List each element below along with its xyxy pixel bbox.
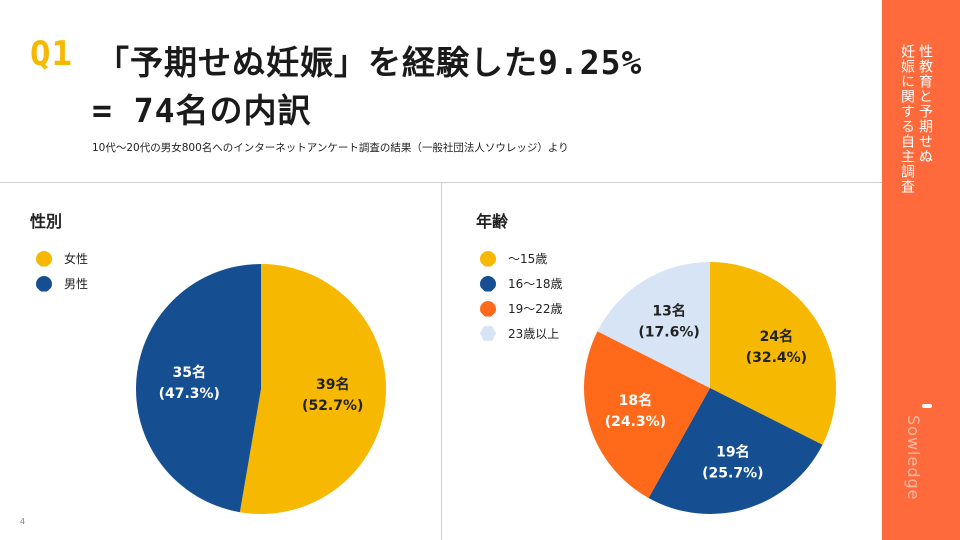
legend-swatch-age-16-18 bbox=[480, 275, 496, 292]
legend-item-male: 男性 bbox=[36, 275, 88, 292]
question-number: Q1 bbox=[30, 34, 73, 74]
age-pie-slice-1 bbox=[648, 388, 823, 514]
vertical-divider bbox=[441, 183, 442, 540]
age-pie-data-label-3-0: 13名 bbox=[652, 303, 685, 320]
page-title-line2: = 74名の内訳 bbox=[92, 91, 312, 130]
brand-logo: Sowledge bbox=[904, 415, 923, 501]
legend-item-age-23-plus: 23歳以上 bbox=[480, 325, 559, 342]
age-pie-slice-3 bbox=[597, 262, 710, 388]
side-band bbox=[882, 0, 960, 540]
legend-swatch-male bbox=[36, 275, 52, 292]
age-pie-data-label-1-1: (25.7%) bbox=[702, 466, 763, 482]
legend-swatch-age-15 bbox=[480, 250, 496, 267]
legend-label-age-15: ～15歳 bbox=[508, 252, 548, 266]
age-pie-data-label-2-1: (24.3%) bbox=[605, 414, 666, 430]
gender-pie-slice-0 bbox=[239, 264, 386, 514]
legend-label-age-19-22: 19～22歳 bbox=[508, 302, 563, 316]
legend-label-male: 男性 bbox=[64, 277, 89, 291]
legend-swatch-age-23-plus bbox=[480, 326, 496, 341]
age-pie-slice-2 bbox=[584, 331, 710, 498]
gender-pie-data-label-0-1: (52.7%) bbox=[302, 398, 363, 414]
age-pie-data-label-1-0: 19名 bbox=[716, 444, 749, 461]
side-text-line1: 性教育と予期せぬ bbox=[917, 44, 933, 164]
age-pie-data-label-0-1: (32.4%) bbox=[746, 350, 807, 366]
age-pie-data-label-3-1: (17.6%) bbox=[638, 325, 699, 341]
gender-pie-data-label-0-0: 39名 bbox=[316, 376, 349, 393]
legend-label-age-23-plus: 23歳以上 bbox=[508, 327, 560, 341]
legend-item-female: 女性 bbox=[36, 250, 88, 267]
legend-item-age-16-18: 16～18歳 bbox=[480, 275, 563, 292]
legend-item-age-19-22: 19～22歳 bbox=[480, 300, 563, 317]
gender-pie-chart: 39名 (52.7%) 35名 (47.3%) bbox=[135, 264, 386, 514]
legend-label-age-16-18: 16～18歳 bbox=[508, 277, 563, 291]
age-pie-chart: 24名 (32.4%) 19名 (25.7%) 18名 (24.3%) 13名 (17.6%) bbox=[584, 262, 836, 514]
page-number: 4 bbox=[20, 517, 26, 526]
gender-pie-slice-1 bbox=[135, 264, 261, 513]
legend-swatch-age-19-22 bbox=[480, 300, 496, 317]
legend-swatch-female bbox=[36, 250, 52, 267]
gender-chart-title: 性別 bbox=[30, 212, 63, 231]
gender-pie-data-label-1-0: 35名 bbox=[173, 364, 206, 381]
page-title: 「予期せぬ妊娠」を経験した9.25% bbox=[96, 43, 643, 82]
logo-mark bbox=[922, 404, 932, 408]
age-pie-data-label-0-0: 24名 bbox=[760, 328, 793, 345]
age-chart-title: 年齢 bbox=[476, 212, 509, 231]
age-pie-slice-0 bbox=[710, 262, 836, 445]
legend-label-female: 女性 bbox=[64, 252, 89, 266]
legend-item-age-15: ～15歳 bbox=[480, 250, 547, 267]
page-subtitle: 10代～20代の男女800名へのインターネットアンケート調査の結果（一般社団法人… bbox=[92, 142, 569, 154]
horizontal-divider bbox=[0, 182, 882, 183]
age-pie-data-label-2-0: 18名 bbox=[619, 392, 652, 409]
gender-pie-data-label-1-1: (47.3%) bbox=[159, 386, 220, 402]
side-text-line2: 妊娠に関する自主調査 bbox=[899, 44, 915, 194]
